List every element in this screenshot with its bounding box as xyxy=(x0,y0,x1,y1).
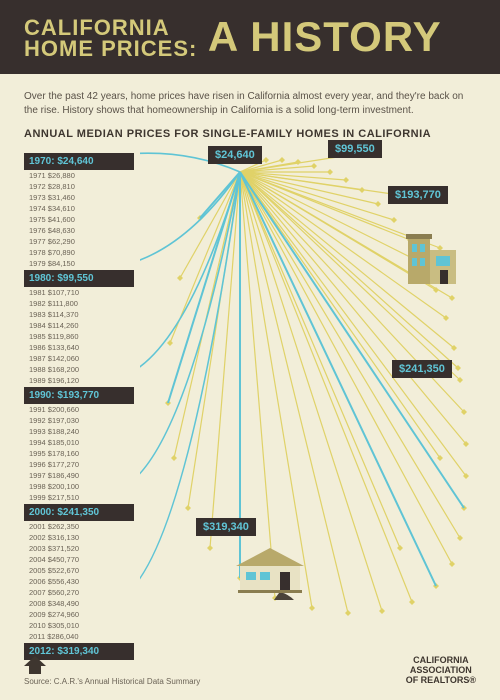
house-icon-wide xyxy=(230,546,310,600)
year-row: 1983 $114,370 xyxy=(24,309,134,320)
callout-2012: $319,340 xyxy=(196,518,256,536)
decade-header: 1970: $24,640 xyxy=(24,153,134,170)
chart-subtitle: ANNUAL MEDIAN PRICES FOR SINGLE-FAMILY H… xyxy=(0,128,500,148)
year-row: 2009 $274,960 xyxy=(24,609,134,620)
year-row: 2008 $348,490 xyxy=(24,598,134,609)
intro-text: Over the past 42 years, home prices have… xyxy=(0,74,500,128)
year-row: 2007 $560,270 xyxy=(24,587,134,598)
year-row: 2003 $371,520 xyxy=(24,543,134,554)
header: CALIFORNIAHOME PRICES: A HISTORY xyxy=(0,0,500,74)
year-row: 1987 $142,060 xyxy=(24,353,134,364)
callout-2000: $241,350 xyxy=(392,360,452,378)
year-row: 1994 $185,010 xyxy=(24,437,134,448)
year-row: 2011 $286,040 xyxy=(24,631,134,642)
year-row: 1972 $28,810 xyxy=(24,181,134,192)
year-row: 1977 $62,290 xyxy=(24,236,134,247)
year-row: 2005 $522,670 xyxy=(24,565,134,576)
car-logo: CALIFORNIAASSOCIATIONOF REALTORS® xyxy=(406,656,476,686)
callout-1990: $193,770 xyxy=(388,186,448,204)
footer: Source: C.A.R.'s Annual Historical Data … xyxy=(24,656,476,686)
callout-1970: $24,640 xyxy=(208,146,262,164)
year-row: 1993 $188,240 xyxy=(24,426,134,437)
year-row: 1989 $196,120 xyxy=(24,375,134,386)
decade-header: 1990: $193,770 xyxy=(24,387,134,404)
year-row: 1976 $48,630 xyxy=(24,225,134,236)
logo-text: CALIFORNIAASSOCIATIONOF REALTORS® xyxy=(406,656,476,686)
year-row: 2001 $262,350 xyxy=(24,521,134,532)
year-row: 1996 $177,270 xyxy=(24,459,134,470)
title-left: CALIFORNIAHOME PRICES: xyxy=(24,18,197,60)
year-row: 2004 $450,770 xyxy=(24,554,134,565)
year-row: 1992 $197,030 xyxy=(24,415,134,426)
callout-1980: $99,550 xyxy=(328,140,382,158)
year-row: 1991 $200,660 xyxy=(24,404,134,415)
year-row: 2006 $556,430 xyxy=(24,576,134,587)
year-row: 1997 $186,490 xyxy=(24,470,134,481)
price-list: 1970: $24,6401971 $26,8801972 $28,810197… xyxy=(24,152,134,660)
fan-chart: $24,640 $99,550 $193,770 $241,350 $319,3… xyxy=(140,148,470,618)
year-row: 1979 $84,150 xyxy=(24,258,134,269)
year-row: 1973 $31,460 xyxy=(24,192,134,203)
year-row: 1985 $119,860 xyxy=(24,331,134,342)
year-row: 2002 $316,130 xyxy=(24,532,134,543)
year-row: 1974 $34,610 xyxy=(24,203,134,214)
decade-header: 1980: $99,550 xyxy=(24,270,134,287)
source-text: Source: C.A.R.'s Annual Historical Data … xyxy=(24,677,200,686)
title-right: A HISTORY xyxy=(208,18,442,56)
year-row: 1995 $178,160 xyxy=(24,448,134,459)
year-row: 1982 $111,800 xyxy=(24,298,134,309)
year-row: 1981 $107,710 xyxy=(24,287,134,298)
year-row: 1999 $217,510 xyxy=(24,492,134,503)
year-row: 1984 $114,260 xyxy=(24,320,134,331)
year-row: 1975 $41,600 xyxy=(24,214,134,225)
year-row: 1986 $133,640 xyxy=(24,342,134,353)
year-row: 2010 $305,010 xyxy=(24,620,134,631)
year-row: 1998 $200,100 xyxy=(24,481,134,492)
year-row: 1978 $70,890 xyxy=(24,247,134,258)
decade-header: 2000: $241,350 xyxy=(24,504,134,521)
chart-area: 1970: $24,6401971 $26,8801972 $28,810197… xyxy=(0,148,500,628)
year-row: 1971 $26,880 xyxy=(24,170,134,181)
year-row: 1988 $168,200 xyxy=(24,364,134,375)
house-icon-tall xyxy=(402,226,462,286)
